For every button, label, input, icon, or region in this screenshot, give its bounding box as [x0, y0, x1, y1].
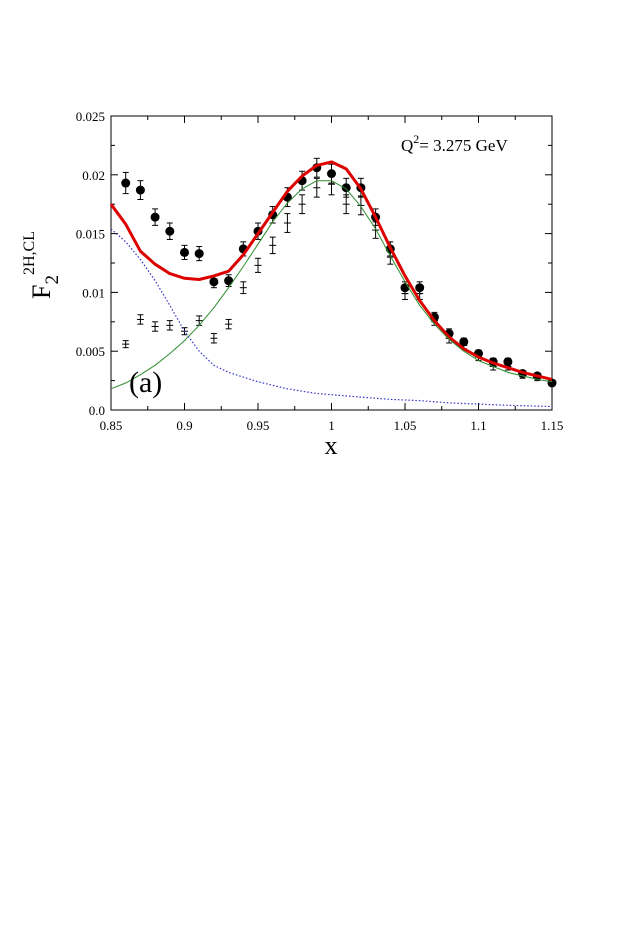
- filled-point-marker: [209, 277, 219, 287]
- filled-point-marker: [165, 226, 175, 236]
- y-tick-label: 0.02: [82, 168, 105, 183]
- svg-text:F22H,CL: F2 2H,CL: [21, 231, 63, 299]
- panel-label: (a): [129, 366, 162, 399]
- series-layer: [109, 157, 557, 408]
- filled-point-marker: [224, 276, 234, 286]
- blue-dotted-curve: [110, 228, 553, 408]
- q2-value: = 3.275 GeV: [419, 136, 508, 155]
- y-tick-label: 0.025: [76, 109, 105, 124]
- y-title-sup: 2H,CL: [21, 231, 38, 275]
- y-tick-label: 0.01: [82, 285, 105, 300]
- x-axis-title: x: [325, 431, 338, 460]
- filled-point-marker: [135, 185, 145, 195]
- q2-label: Q: [401, 136, 413, 155]
- y-tick-label: 0.015: [76, 227, 105, 242]
- x-tick-label: 1.1: [470, 418, 486, 433]
- x-tick-label: 1.15: [541, 418, 564, 433]
- y-title-sub: 2: [42, 275, 63, 285]
- plot-frame: [110, 115, 553, 411]
- filled-point-marker: [121, 178, 131, 188]
- x-tick-label: 1: [328, 418, 335, 433]
- axis-ticks: 0.85 0.9 0.95 1 1.05 1.1 1.15 0.0 0.005 0.01 0.015…: [76, 109, 564, 433]
- x-tick-label: 0.95: [247, 418, 270, 433]
- filled-point-marker: [503, 357, 513, 367]
- filled-point-marker: [194, 249, 204, 259]
- filled-point-marker: [180, 247, 189, 257]
- y-title-main: F: [27, 285, 56, 299]
- green-curve: [110, 180, 553, 390]
- filled-point-marker: [341, 183, 351, 193]
- red-total-curve: [109, 160, 553, 381]
- x-tick-label: 0.85: [100, 418, 123, 433]
- x-tick-label: 0.9: [176, 418, 192, 433]
- filled-point-marker: [150, 212, 160, 222]
- x-tick-label: 1.05: [394, 418, 417, 433]
- q2-superscript: 2: [413, 132, 419, 146]
- y-tick-label: 0.005: [76, 344, 105, 359]
- q2-annotation: Q2= 3.275 GeV: [401, 132, 508, 155]
- y-tick-label: 0.0: [89, 403, 105, 418]
- y-axis-title: F2 2H,CL: [21, 231, 63, 299]
